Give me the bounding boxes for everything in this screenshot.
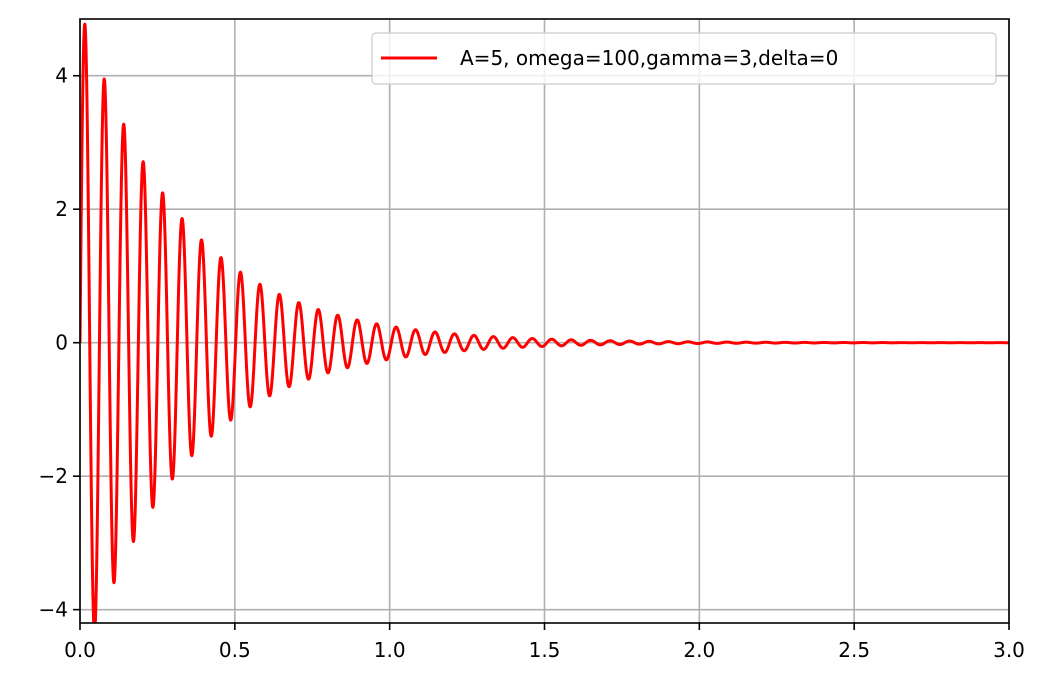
x-tick-label: 1.5 [529,638,561,662]
series-layer [80,22,1009,623]
x-tick-label: 2.5 [838,638,870,662]
y-tick-label: 4 [55,64,68,88]
x-tick-label: 3.0 [993,638,1025,662]
x-tick-label: 0.0 [64,638,96,662]
legend-label: A=5, omega=100,gamma=3,delta=0 [460,46,838,70]
x-tick-label: 0.5 [219,638,251,662]
axes: 0.0 0.5 1.0 1.5 2.0 2.5 3.0 −4 −2 0 2 4 [39,64,1025,662]
y-tick-label: 2 [55,197,68,221]
legend: A=5, omega=100,gamma=3,delta=0 [371,32,997,85]
y-tick-label: 0 [55,331,68,355]
y-tick-label: −2 [39,464,68,488]
x-tick-label: 2.0 [683,638,715,662]
legend-box [371,32,997,85]
series-line [80,22,1009,623]
x-tick-label: 1.0 [374,638,406,662]
y-tick-label: −4 [39,598,68,622]
